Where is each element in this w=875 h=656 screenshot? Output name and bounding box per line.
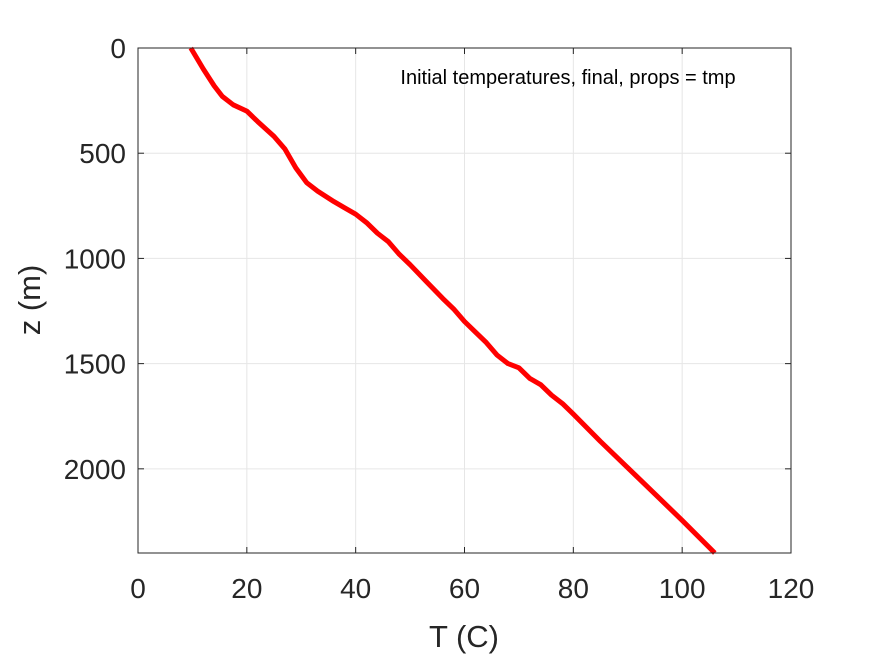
x-tick-label: 100 xyxy=(659,573,706,604)
x-tick-label: 20 xyxy=(231,573,262,604)
y-axis-title: z (m) xyxy=(12,265,47,336)
tick-labels: 0 20 40 60 80 100 120 0 500 1000 1500 2000 xyxy=(64,33,815,604)
series-layer xyxy=(188,46,717,555)
y-tick-label: 0 xyxy=(110,33,126,64)
x-tick-label: 120 xyxy=(768,573,815,604)
x-tick-label: 60 xyxy=(449,573,480,604)
grid xyxy=(138,48,791,553)
annotation-text: Initial temperatures, final, props = tmp xyxy=(400,67,735,89)
x-tick-label: 80 xyxy=(558,573,589,604)
temperature-profile-line xyxy=(188,46,717,555)
y-tick-label: 2000 xyxy=(64,454,126,485)
x-axis-title: T (C) xyxy=(429,619,499,654)
ticks xyxy=(137,47,792,553)
y-tick-label: 1000 xyxy=(64,243,126,274)
x-tick-label: 0 xyxy=(130,573,146,604)
x-tick-label: 40 xyxy=(340,573,371,604)
y-tick-label: 1500 xyxy=(64,349,126,380)
y-tick-label: 500 xyxy=(79,138,126,169)
